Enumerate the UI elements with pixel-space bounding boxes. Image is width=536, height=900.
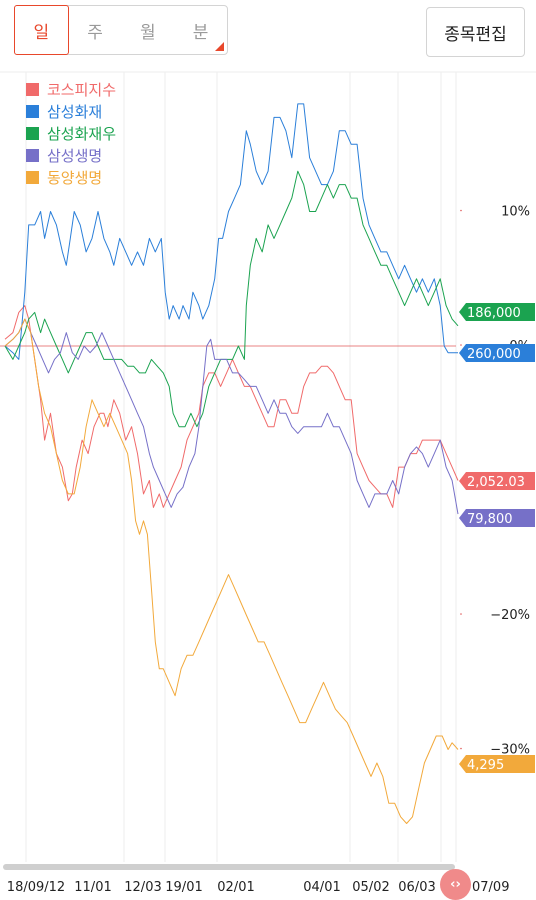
- y-tick-label: −30%: [490, 743, 530, 758]
- series-line-2: [4, 103, 458, 360]
- y-tick-label: −20%: [490, 608, 530, 623]
- legend-swatch: [26, 104, 39, 118]
- legend-label: 삼성생명: [47, 146, 103, 165]
- x-tick-label: 11/01: [74, 880, 111, 895]
- last-value-tag: 79,800: [459, 509, 535, 527]
- x-tick-label: 06/03: [398, 880, 435, 895]
- tab-week[interactable]: 주: [69, 6, 122, 54]
- legend-swatch: [26, 148, 39, 162]
- y-tick-dot: [460, 209, 462, 212]
- tab-month[interactable]: 월: [122, 6, 175, 54]
- legend-swatch: [26, 82, 39, 96]
- period-segmented-control: 일 주 월 분: [14, 5, 228, 55]
- tab-minute[interactable]: 분: [174, 6, 227, 54]
- dropdown-corner-icon: [215, 42, 224, 51]
- horizontal-scrollbar: [3, 864, 455, 870]
- last-value-tag-shape: [459, 509, 535, 527]
- legend-item[interactable]: 삼성생명: [26, 144, 116, 166]
- series-line-4: [4, 318, 459, 515]
- last-value-label: 79,800: [467, 512, 513, 527]
- tab-day-label: 일: [33, 22, 50, 43]
- last-value-tag-shape: [459, 472, 535, 490]
- y-tick-label: 10%: [501, 205, 530, 220]
- chart-scroll-nav-icon[interactable]: ‹›: [440, 869, 471, 900]
- legend-label: 코스피지수: [47, 80, 117, 99]
- y-tick-dot: [460, 747, 462, 750]
- last-value-tag: 260,000: [459, 344, 535, 362]
- x-tick-label: 02/01: [217, 880, 254, 895]
- tab-minute-label: 분: [192, 22, 209, 43]
- tab-month-label: 월: [140, 22, 156, 43]
- last-value-tag: 186,000: [459, 303, 535, 321]
- last-value-tag-shape: [459, 755, 535, 773]
- legend-swatch: [26, 170, 39, 184]
- legend-item[interactable]: 삼성화재우: [26, 122, 116, 144]
- x-tick-label: 12/03: [124, 880, 161, 895]
- x-tick-label: 05/02: [352, 880, 389, 895]
- last-value-tag: 4,295: [459, 755, 535, 773]
- x-tick-label: 07/09: [472, 880, 509, 895]
- legend-label: 동양생명: [47, 168, 103, 187]
- series-line-1: [4, 305, 459, 508]
- last-value-label: 2,052.03: [467, 475, 525, 490]
- series-line-3: [4, 170, 459, 428]
- y-tick-dot: [460, 344, 462, 346]
- x-tick-label: 19/01: [165, 880, 202, 895]
- nav-icon-glyph: ‹›: [450, 877, 461, 892]
- last-value-label: 186,000: [467, 306, 521, 321]
- last-value-tag-shape: [459, 303, 535, 321]
- last-value-tag: 2,052.03: [459, 472, 535, 490]
- legend-swatch: [26, 126, 39, 140]
- last-value-tag-shape: [459, 344, 535, 362]
- x-tick-label: 04/01: [303, 880, 340, 895]
- legend-item[interactable]: 코스피지수: [26, 78, 116, 100]
- y-tick-dot: [460, 613, 462, 615]
- last-value-label: 4,295: [467, 758, 504, 773]
- x-tick-label: 18/09/12: [7, 880, 65, 895]
- series-line-5: [4, 318, 459, 824]
- edit-stocks-button[interactable]: 종목편집: [426, 7, 525, 57]
- legend-label: 삼성화재: [47, 102, 103, 121]
- legend-item[interactable]: 삼성화재: [26, 100, 116, 122]
- last-value-label: 260,000: [467, 347, 521, 362]
- tab-day[interactable]: 일: [14, 5, 69, 55]
- tab-week-label: 주: [87, 22, 103, 43]
- legend-label: 삼성화재우: [47, 124, 117, 143]
- legend-item[interactable]: 동양생명: [26, 166, 116, 188]
- edit-stocks-label: 종목편집: [444, 24, 507, 45]
